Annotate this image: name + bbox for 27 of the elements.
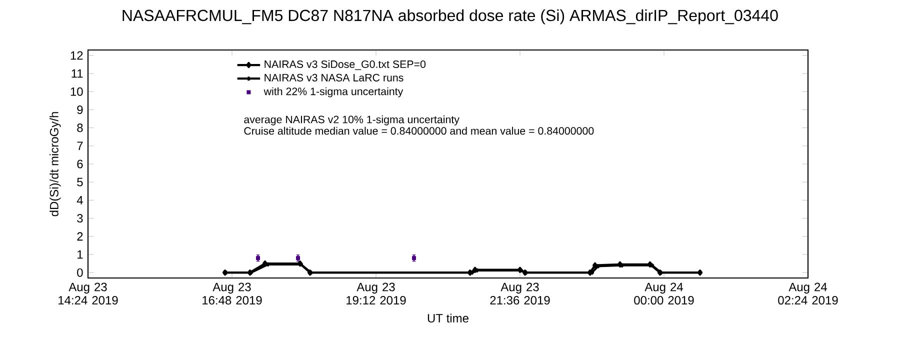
y-tick-label: 7 [77, 142, 83, 150]
legend-label: NAIRAS v3 NASA LaRC runs [264, 74, 404, 82]
y-tick-label: 6 [77, 160, 83, 168]
annotation: Cruise altitude median value = 0.84000000 and mean value = 0.84000000 [244, 126, 594, 135]
y-tick-label: 11 [72, 69, 83, 78]
y-tick-label: 3 [77, 214, 83, 223]
legend-label: with 22% 1-sigma uncertainty [264, 87, 404, 98]
legend-label: NAIRAS v3 SiDose_G0.txt SEP=0 [264, 60, 426, 70]
y-tick-label: 4 [76, 196, 83, 204]
y-tick-label: 12 [70, 51, 83, 60]
y-tick-label: 5 [77, 178, 83, 186]
y-tick-label: 8 [77, 124, 83, 132]
x-tick-label: Aug 23 21:36 2019 [490, 282, 550, 305]
annotation: average NAIRAS v2 10% 1-sigma uncertainty [244, 115, 460, 126]
y-tick-label: 10 [70, 87, 83, 96]
y-tick-label: 1 [78, 250, 83, 259]
x-tick-label: Aug 23 16:48 2019 [202, 282, 262, 305]
x-tick-label: Aug 23 19:12 2019 [346, 282, 406, 305]
x-tick-label: Aug 24 02:24 2019 [778, 282, 838, 305]
y-tick-label: 0 [77, 268, 83, 277]
x-tick-label: Aug 23 14:24 2019 [58, 282, 118, 305]
y-axis-title: dD(Si)/dt microGy/h [50, 112, 61, 216]
x-tick-label: Aug 24 00:00 2019 [634, 282, 694, 305]
y-tick-label: 2 [77, 232, 83, 241]
chart-title: NASAAFRCMUL_FM5 DC87 N817NA absorbed dose rate (Si) ARMAS_dirIP_Report_03440 [122, 9, 778, 24]
y-tick-label: 9 [77, 105, 83, 114]
x-axis-title: UT time [428, 314, 468, 323]
